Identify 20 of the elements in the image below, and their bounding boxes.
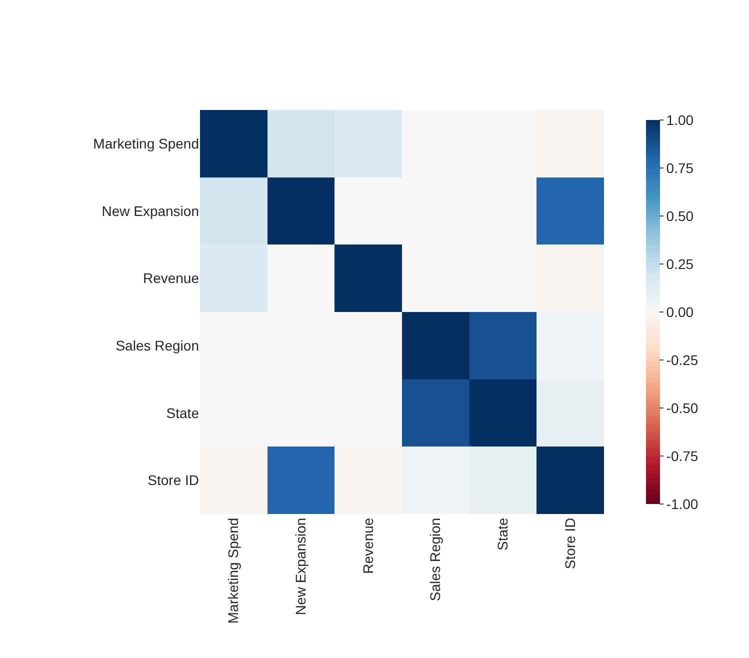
x-tick-label: Store ID [562,518,578,570]
color-bar-label: -0.50 [666,400,698,416]
x-tick-label: Sales Region [427,518,444,602]
color-bar-label: 0.50 [666,208,694,224]
color-bar-label: -0.25 [666,352,698,368]
y-tick-label: Sales Region [116,338,199,354]
y-tick-label: Store ID [148,472,199,488]
x-tick-label: New Expansion [292,518,309,616]
y-tick-label: State [166,404,200,421]
y-tick-label: Revenue [142,270,200,286]
y-tick-label: Marketing Spend [93,136,199,152]
color-bar-label: 1.00 [666,112,694,128]
color-bar-label: -0.75 [666,448,698,464]
x-tick-label: Revenue [360,518,376,574]
color-bar-label: 0.25 [666,256,694,272]
color-bar-label: 0.75 [666,160,694,176]
color-bar-label: 0.00 [666,304,694,320]
color-bar-label: -1.00 [666,496,698,512]
x-tick-label: State [494,518,511,551]
y-tick-label: New Expansion [102,202,199,219]
